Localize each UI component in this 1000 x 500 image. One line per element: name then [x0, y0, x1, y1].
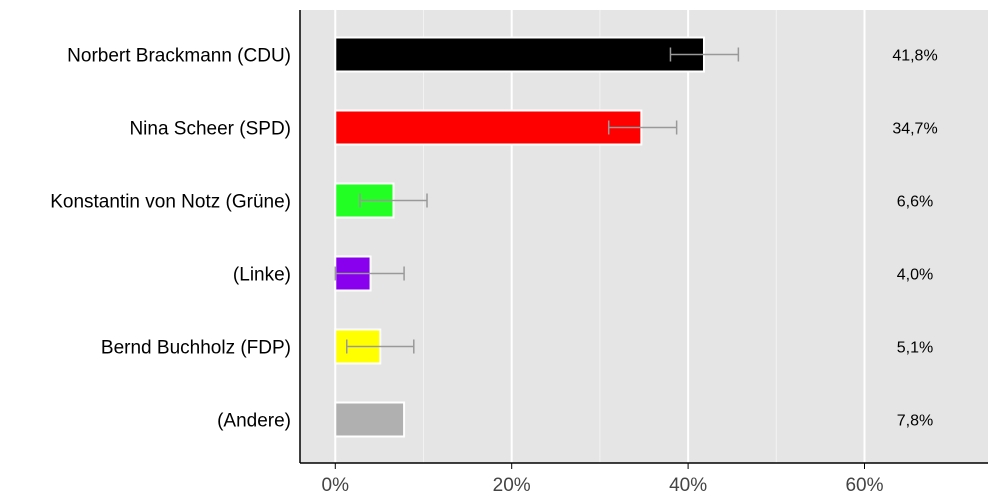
bar [334, 36, 705, 73]
category-label: Nina Scheer (SPD) [129, 119, 291, 140]
value-label: 34,7% [892, 121, 937, 138]
x-tick-label: 60% [845, 475, 883, 496]
error-bar [334, 266, 405, 281]
error-bar [345, 339, 415, 354]
error-bar [359, 193, 428, 208]
value-label: 5,1% [897, 340, 933, 357]
error-bar [607, 120, 678, 135]
category-label: (Linke) [233, 265, 291, 286]
category-label: (Andere) [217, 411, 291, 432]
bars [334, 36, 705, 438]
plot-background [300, 10, 988, 463]
bar [334, 401, 406, 438]
value-label: 7,8% [897, 413, 933, 430]
x-tick-label: 20% [493, 475, 531, 496]
value-label: 41,8% [892, 48, 937, 65]
x-tick-label: 0% [322, 475, 350, 496]
value-label: 6,6% [897, 194, 933, 211]
category-labels: Norbert Brackmann (CDU) Nina Scheer (SPD)… [50, 46, 291, 432]
grid-lines [334, 10, 866, 463]
bar [334, 109, 643, 146]
value-labels: 41,8% 34,7% 6,6% 4,0% 5,1% 7,8% [892, 48, 937, 430]
error-bar [669, 47, 740, 62]
category-label: Bernd Buchholz (FDP) [101, 338, 291, 359]
x-tick-label: 40% [669, 475, 707, 496]
category-label: Norbert Brackmann (CDU) [67, 46, 291, 67]
x-tick-labels: 0% 20% 40% 60% [322, 463, 884, 496]
error-bars [334, 47, 740, 354]
category-label: Konstantin von Notz (Grüne) [50, 192, 291, 213]
value-label: 4,0% [897, 267, 933, 284]
